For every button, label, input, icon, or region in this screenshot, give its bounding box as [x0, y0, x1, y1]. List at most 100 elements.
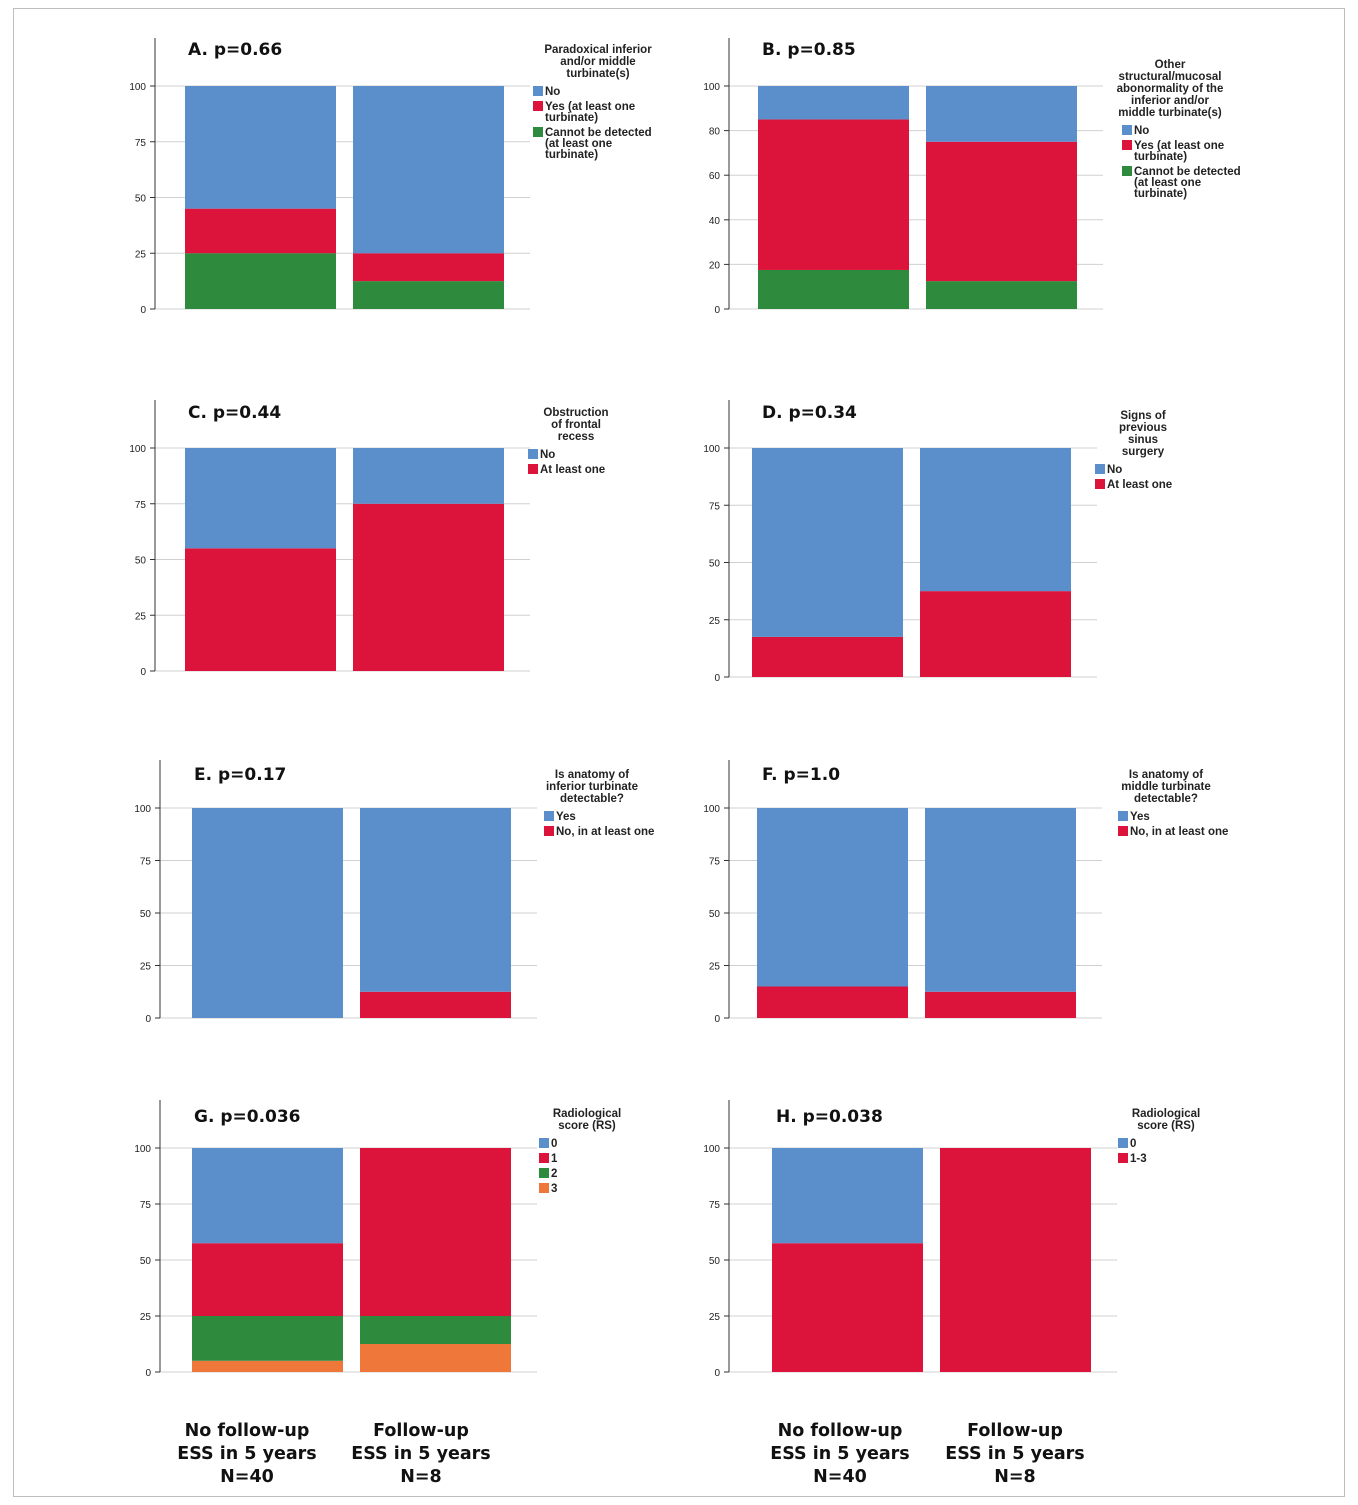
legend-swatch: [1095, 479, 1105, 489]
y-tick-label: 75: [135, 500, 147, 511]
legend-swatch: [544, 811, 554, 821]
legend-swatch: [533, 127, 543, 137]
y-tick-label: 25: [140, 1312, 152, 1323]
legend-label: No, in at least one: [556, 826, 654, 838]
legend-label: turbinate): [545, 149, 598, 161]
y-tick-label: 100: [703, 444, 720, 455]
y-tick-label: 75: [709, 1200, 721, 1211]
legend-title: middle turbinate(s): [1118, 107, 1222, 119]
bar-segment: [925, 808, 1076, 992]
legend-title: surgery: [1122, 446, 1165, 458]
category-label-line: N=8: [400, 1467, 442, 1487]
y-tick-label: 20: [709, 260, 721, 271]
y-tick-label: 25: [135, 611, 147, 622]
y-tick-label: 25: [709, 616, 721, 627]
category-label-line: N=40: [220, 1467, 274, 1487]
legend-label: 0: [551, 1138, 557, 1150]
legend-swatch: [528, 449, 538, 459]
category-label-line: ESS in 5 years: [945, 1444, 1085, 1464]
category-label-line: No follow-up: [777, 1421, 903, 1441]
legend-title: Radiological: [553, 1108, 621, 1120]
chart-panel-b: 0 20 40 60 80 100 B. p=0.85 Otherstructural/muc…: [703, 38, 1241, 316]
y-tick-label: 25: [709, 962, 721, 973]
legend-title: Paradoxical inferior: [544, 44, 652, 56]
y-tick-label: 0: [145, 1368, 151, 1379]
y-tick-label: 100: [703, 804, 720, 815]
figure-frame: [13, 8, 1345, 1497]
bar-segment: [758, 269, 909, 309]
bar-segment: [926, 281, 1077, 309]
bar-segment: [353, 503, 504, 671]
bar-segment: [926, 141, 1077, 282]
legend-label: No, in at least one: [1130, 826, 1228, 838]
chart-title: G. p=0.036: [194, 1107, 301, 1127]
y-tick-label: 0: [714, 1368, 720, 1379]
bar-segment: [757, 986, 908, 1018]
chart-panel-d: 0 25 50 75 100 D. p=0.34 Signs ofprevioussinus…: [703, 400, 1172, 684]
chart-title: D. p=0.34: [762, 403, 857, 423]
legend-label: Yes: [1130, 811, 1150, 823]
y-tick-label: 50: [709, 559, 721, 570]
legend-label: turbinate): [545, 112, 598, 124]
bar-segment: [360, 808, 511, 992]
y-tick-label: 0: [714, 673, 720, 684]
bar-segment: [940, 1148, 1091, 1372]
legend-label: No: [545, 86, 560, 98]
legend-label: Yes (at least one: [1134, 140, 1224, 152]
bar-segment: [920, 591, 1071, 677]
chart-title: H. p=0.038: [776, 1107, 883, 1127]
y-tick-label: 0: [140, 305, 146, 316]
legend-swatch: [539, 1153, 549, 1163]
y-tick-label: 75: [135, 138, 147, 149]
y-tick-label: 25: [135, 249, 147, 260]
y-tick-label: 50: [135, 556, 147, 567]
legend-swatch: [528, 464, 538, 474]
legend-label: No: [540, 449, 555, 461]
y-tick-label: 0: [140, 667, 146, 678]
legend-label: 3: [551, 1183, 557, 1195]
y-tick-label: 50: [709, 1256, 721, 1267]
y-tick-label: 40: [709, 216, 721, 227]
chart-title: F. p=1.0: [762, 765, 840, 785]
y-tick-label: 75: [709, 501, 721, 512]
legend-label: Yes: [556, 811, 576, 823]
bar-segment: [752, 636, 903, 677]
y-tick-label: 50: [709, 909, 721, 920]
bar-segment: [353, 448, 504, 504]
y-tick-label: 100: [134, 1144, 151, 1155]
legend-swatch: [1118, 1138, 1128, 1148]
bar-segment: [185, 253, 336, 309]
category-label-line: Follow-up: [967, 1421, 1063, 1441]
bar-segment: [360, 1316, 511, 1344]
bar-segment: [185, 448, 336, 549]
bar-segment: [360, 1148, 511, 1316]
category-label-left-1: No follow-up ESS in 5 years N=40: [147, 1420, 347, 1489]
bar-segment: [925, 991, 1076, 1018]
bar-segment: [185, 208, 336, 254]
y-tick-label: 25: [140, 962, 152, 973]
legend-swatch: [539, 1183, 549, 1193]
y-tick-label: 100: [703, 1144, 720, 1155]
category-label-line: ESS in 5 years: [770, 1444, 910, 1464]
bar-segment: [758, 86, 909, 120]
y-tick-label: 100: [703, 82, 720, 93]
y-tick-label: 80: [709, 127, 721, 138]
category-label-line: ESS in 5 years: [351, 1444, 491, 1464]
legend-swatch: [1118, 826, 1128, 836]
y-tick-label: 25: [709, 1312, 721, 1323]
y-tick-label: 100: [129, 82, 146, 93]
legend-swatch: [1095, 464, 1105, 474]
bar-segment: [772, 1148, 923, 1244]
legend-title: Radiological: [1132, 1108, 1200, 1120]
legend-title: recess: [558, 431, 594, 443]
legend-swatch: [533, 101, 543, 111]
legend-label: turbinate): [1134, 188, 1187, 200]
category-label-line: Follow-up: [373, 1421, 469, 1441]
chart-panel-a: 0 25 50 75 100 A. p=0.66 Paradoxical inferiora…: [129, 38, 652, 316]
category-label-left-2: No follow-up ESS in 5 years N=40: [740, 1420, 940, 1489]
legend-title: score (RS): [558, 1120, 616, 1132]
legend-title: previous: [1119, 422, 1167, 434]
legend-swatch: [1122, 166, 1132, 176]
